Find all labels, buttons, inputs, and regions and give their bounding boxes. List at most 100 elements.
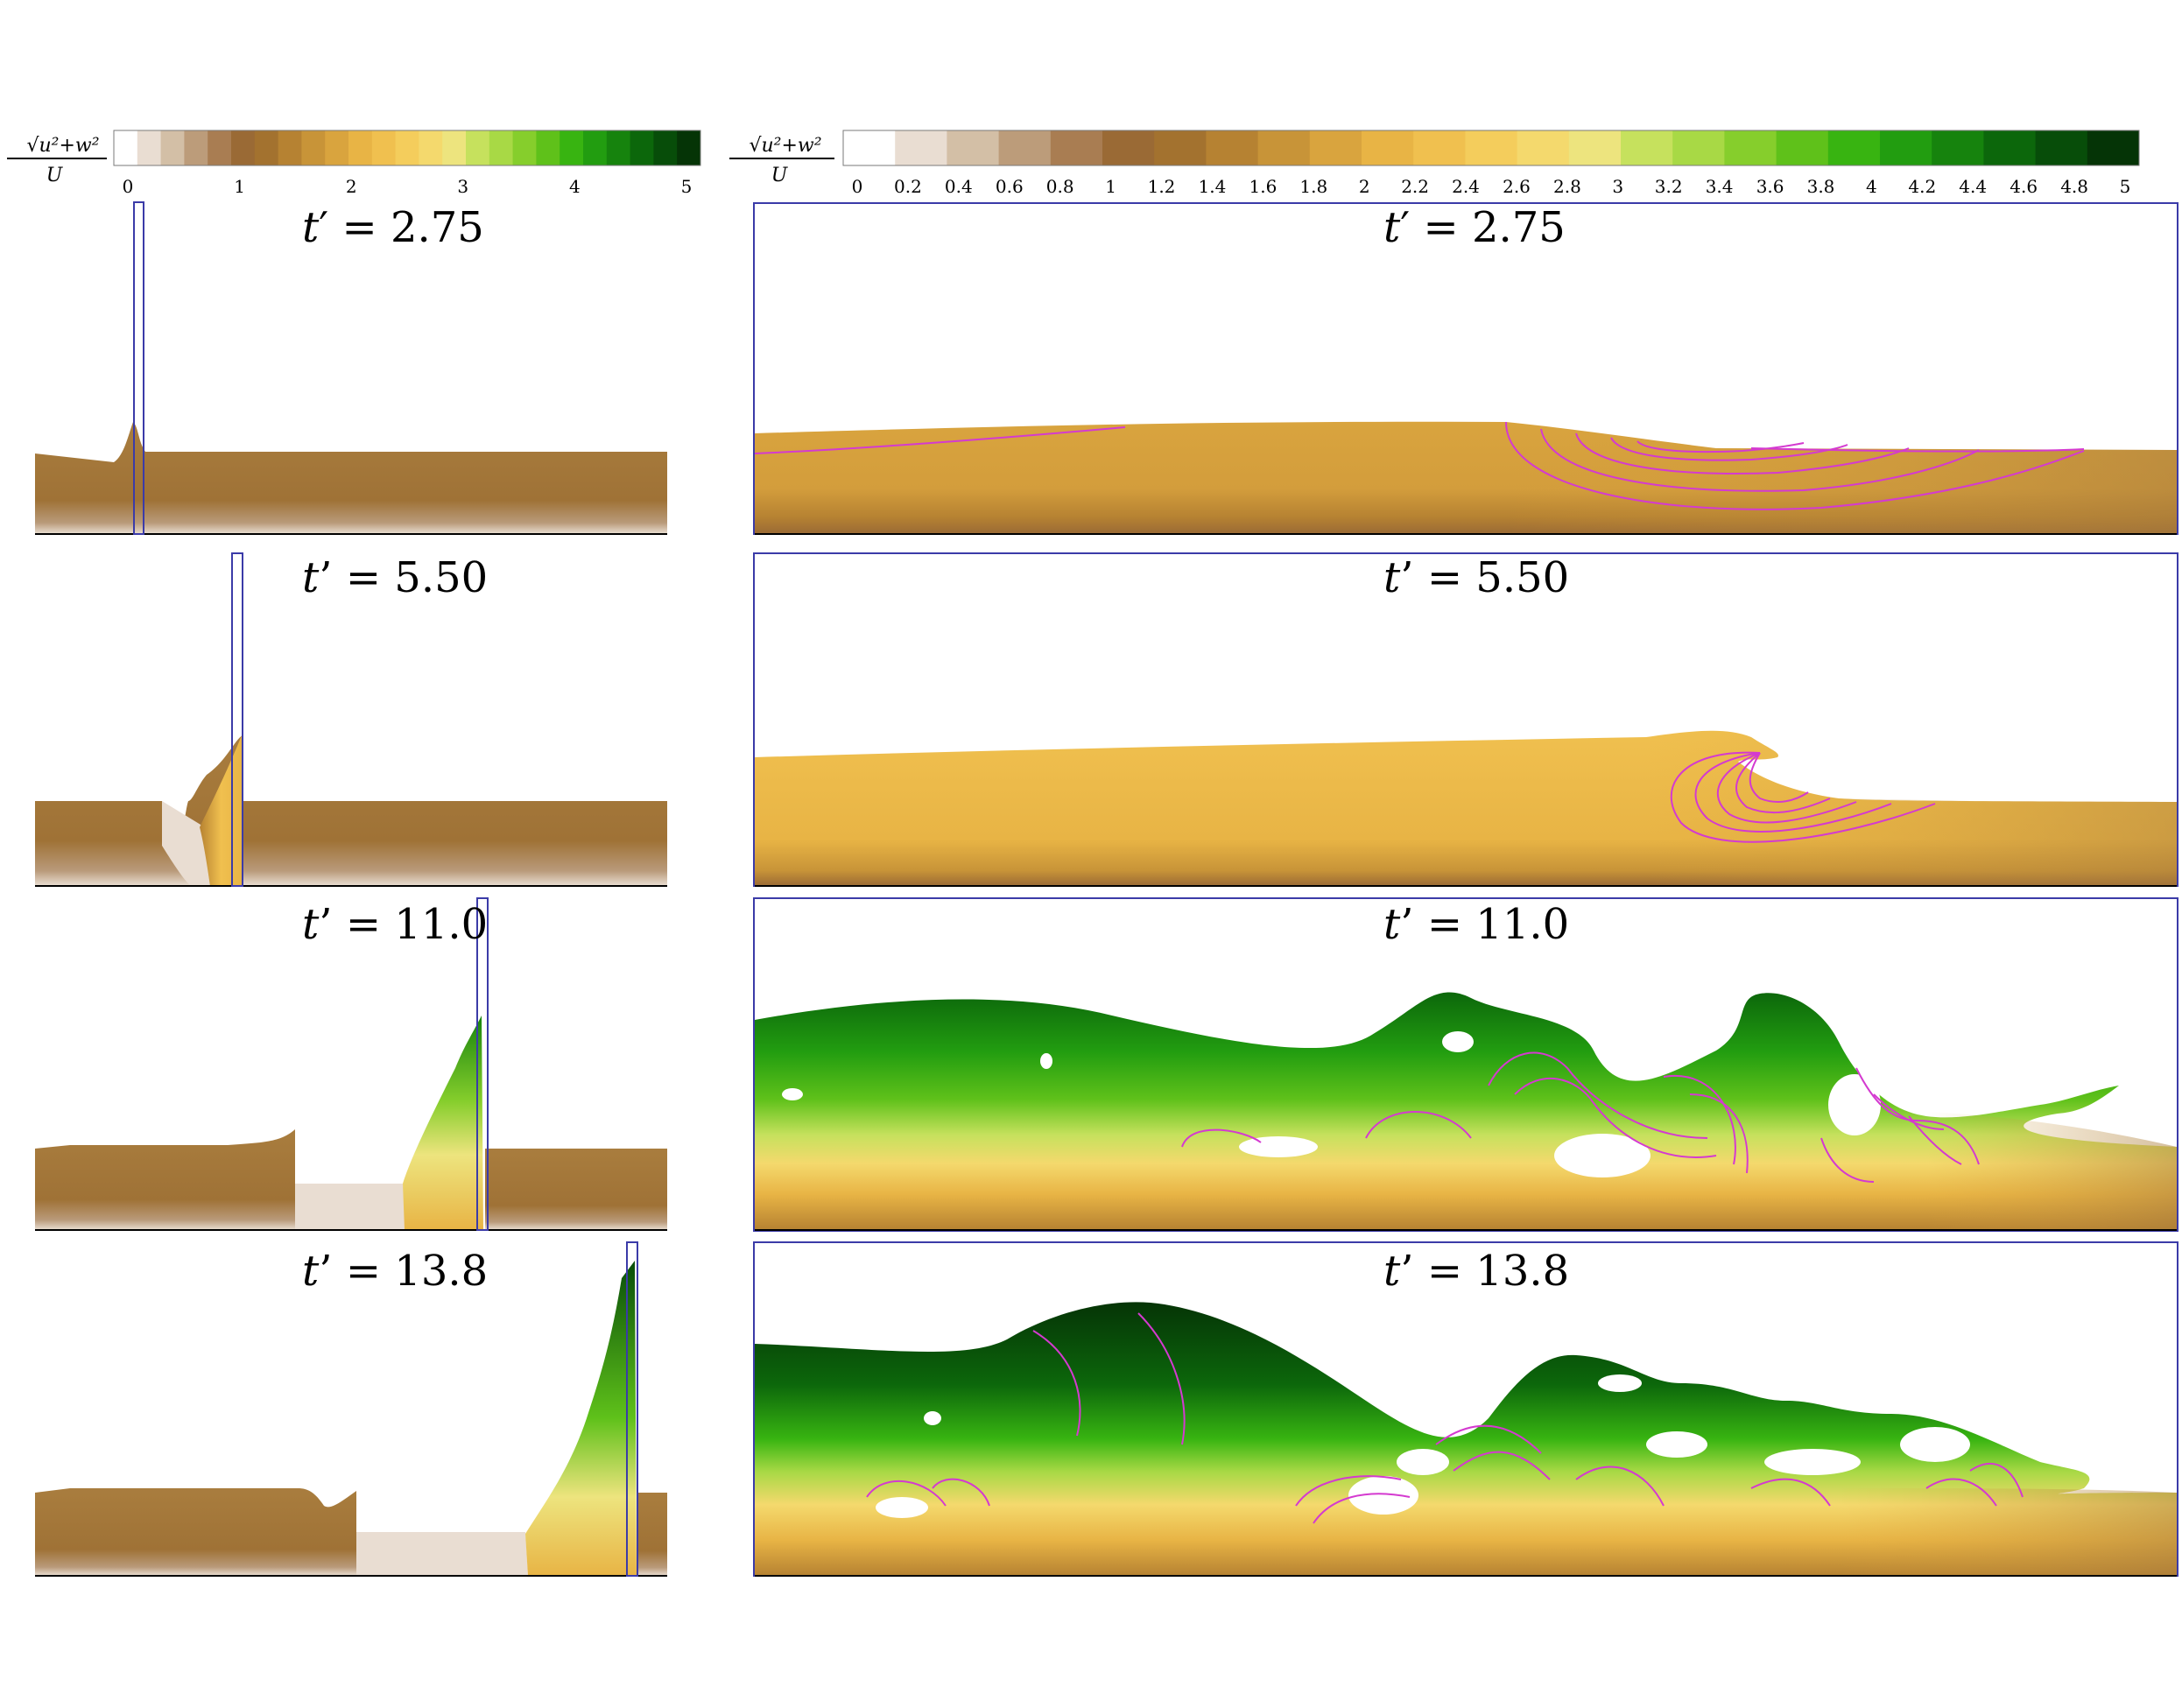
time-label-right-3: t’ = 11.0 [1383,900,1569,949]
colorbar-border [113,130,701,166]
right-colorbar: 0 0.2 0.4 0.6 0.8 1 1.2 1.4 1.6 1.8 2 2.2 2.4 2.6 2.8 3… [842,130,2140,197]
colorbar-tick-label: 5 [681,176,693,197]
colorbar-swatch [160,130,185,165]
velocity-contours [754,421,2085,510]
velocity-contours [1181,1051,1980,1183]
air-bubbles [782,1031,1881,1177]
colorbar-tick-label: 3 [1612,176,1623,197]
colorbar-swatch [278,130,302,165]
colorbar-tick-label: 2.6 [1503,176,1531,197]
colorbar-tick-label: 3.4 [1706,176,1734,197]
colorbar-swatch [466,130,490,165]
colorbar-swatch [1672,130,1725,165]
colorbar-swatch [1517,130,1570,165]
velocity-contours [1670,751,1936,843]
colorbar-label-numerator: √u²+w² [749,135,821,157]
colorbar-label-denominator: U [46,165,64,186]
colorbar-tick-label: 0 [123,176,134,197]
colorbar-swatch [114,130,138,165]
colorbar-tick-label: 1.4 [1198,176,1226,197]
colorbar-tick-label: 1 [234,176,245,197]
probe-window [626,1241,638,1577]
colorbar-tick-label: 0.4 [945,176,973,197]
colorbar-swatch [1932,130,1984,165]
time-label-left-4: t’ = 13.8 [302,1247,488,1296]
colorbar-label-numerator: √u²+w² [26,135,99,157]
time-label-left-3: t’ = 11.0 [302,900,488,949]
colorbar-swatch [231,130,256,165]
colorbar-swatch [2035,130,2088,165]
colorbar-tick-label: 1.6 [1249,176,1277,197]
time-label-left-2: t’ = 5.50 [302,553,488,602]
right-panel-4 [753,1241,2178,1577]
colorbar-swatch [1362,130,1414,165]
colorbar-tick-label: 4.4 [1959,176,1987,197]
left-panel-3 [35,897,667,1231]
time-labels: t′ = 2.75 t′ = 2.75 t’ = 5.50 t’ = 5.50 … [302,203,1569,1296]
left-panel-1 [35,201,667,535]
left-panel-2 [35,552,667,887]
time-label-right-2: t’ = 5.50 [1383,553,1569,602]
colorbar-swatch [947,130,1000,165]
colorbar-swatch [653,130,678,165]
time-label-right-1: t′ = 2.75 [1383,203,1566,252]
colorbar-swatch [184,130,208,165]
colorbar-swatch [1983,130,2037,165]
colorbar-tick-label: 2.2 [1401,176,1429,197]
colorbar-tick-label: 2 [1359,176,1370,197]
colorbar-swatch [1154,130,1207,165]
colorbar-tick-label: 0.8 [1046,176,1074,197]
right-colorbar-label: √u²+w² U [729,135,834,186]
colorbar-swatch [395,130,419,165]
colorbar-swatch [489,130,514,165]
probe-window [133,201,144,535]
colorbar-swatch [348,130,373,165]
colorbar-label-denominator: U [771,165,789,186]
colorbar-tick-label: 2 [346,176,357,197]
colorbar-tick-label: 4 [1866,176,1877,197]
colorbar-tick-label: 4.2 [1908,176,1936,197]
colorbar-swatch [1827,130,1881,165]
colorbar-tick-label: 4 [569,176,581,197]
colorbar-tick-label: 0.6 [996,176,1024,197]
colorbar-swatch [2087,130,2140,165]
colorbar-swatch [512,130,537,165]
right-panel-3 [753,897,2178,1232]
time-label-left-1: t′ = 2.75 [302,203,484,252]
colorbar-swatch [677,130,701,165]
colorbar-swatch [1465,130,1518,165]
colorbar-swatch [606,130,631,165]
colorbar-swatch [583,130,608,165]
colorbar-swatch [895,130,947,165]
colorbar-swatch [1413,130,1466,165]
colorbar-swatch [137,130,162,165]
colorbar-tick-label: 4.8 [2060,176,2088,197]
colorbar-tick-label: 5 [2120,176,2131,197]
colorbar-swatch [301,130,326,165]
colorbar-tick-label: 1.8 [1299,176,1327,197]
left-colorbar: 0 1 2 3 4 5 [113,130,701,197]
colorbar-swatch [1724,130,1777,165]
colorbar-border [842,130,2140,166]
colorbar-swatch [998,130,1052,165]
colorbar-swatch [1776,130,1829,165]
colorbar-swatch [208,130,232,165]
colorbar-swatch [419,130,443,165]
right-panel-1 [753,202,2178,535]
time-label-right-4: t’ = 13.8 [1383,1247,1569,1296]
left-colorbar-label: √u²+w² U [7,135,107,186]
air-bubbles [876,1374,1970,1518]
colorbar-tick-label: 0.2 [894,176,922,197]
left-panel-4 [35,1241,667,1577]
colorbar-tick-label: 4.6 [2010,176,2038,197]
colorbar-swatch [1568,130,1622,165]
colorbar-swatch [1050,130,1103,165]
colorbar-tick-label: 3 [457,176,468,197]
colorbar-swatch [371,130,397,165]
colorbar-swatch [325,130,349,165]
colorbar-tick-label: 2.4 [1452,176,1480,197]
colorbar-tick-label: 3.6 [1756,176,1784,197]
colorbar-swatch [536,130,560,165]
colorbar-swatch [442,130,467,165]
velocity-contours [866,1312,2024,1524]
